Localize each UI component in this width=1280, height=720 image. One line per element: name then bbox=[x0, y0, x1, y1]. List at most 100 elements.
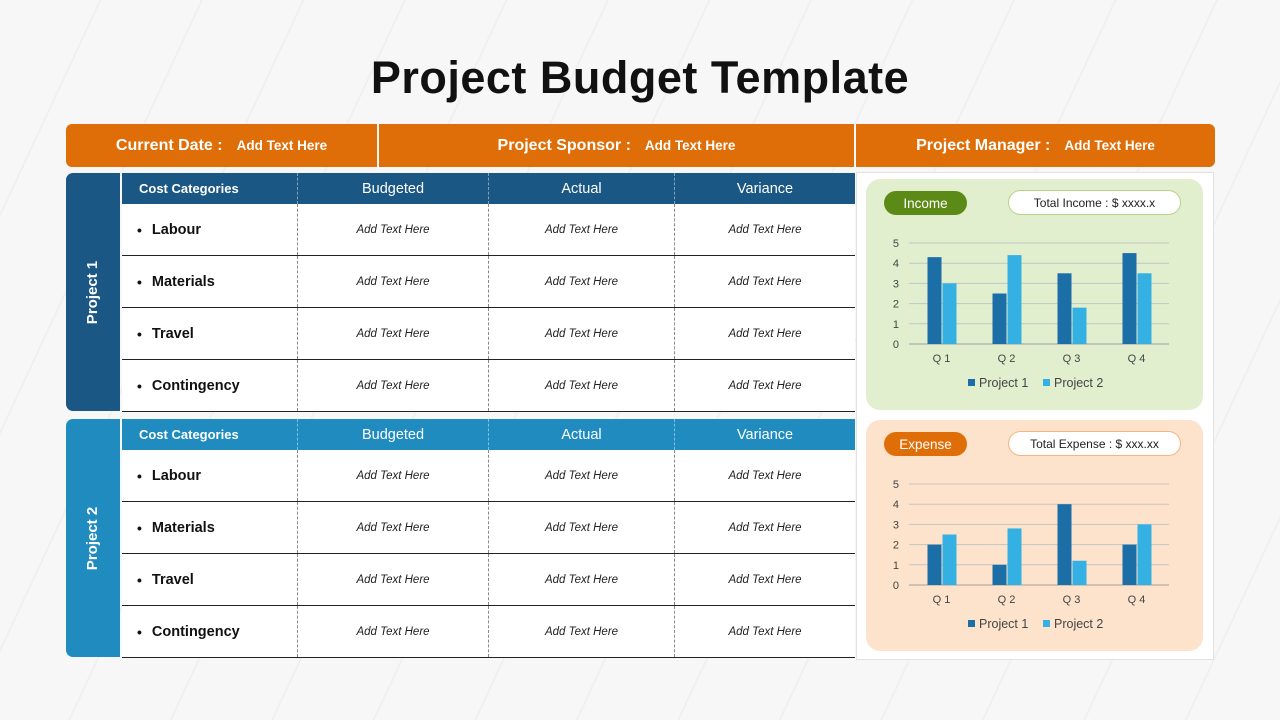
bar-project-2 bbox=[1007, 528, 1022, 585]
table-header: Cost Categories Budgeted Actual Variance bbox=[122, 419, 855, 450]
income-badge: Income bbox=[884, 191, 967, 215]
cell-variance[interactable]: Add Text Here bbox=[674, 606, 855, 657]
legend-swatch bbox=[1043, 379, 1050, 386]
total-income-field[interactable]: Total Income : $ xxxx.x bbox=[1008, 190, 1181, 215]
row-category: • Materials bbox=[122, 256, 297, 307]
row-category-label: Materials bbox=[151, 519, 215, 536]
x-tick-label: Q 2 bbox=[998, 353, 1016, 365]
table-header: Cost Categories Budgeted Actual Variance bbox=[122, 173, 855, 204]
cell-variance[interactable]: Add Text Here bbox=[674, 450, 855, 501]
y-tick-label: 2 bbox=[893, 540, 899, 552]
y-tick-label: 2 bbox=[893, 299, 899, 311]
cell-variance[interactable]: Add Text Here bbox=[674, 308, 855, 359]
bullet-icon: • bbox=[137, 623, 142, 640]
cell-actual[interactable]: Add Text Here bbox=[488, 450, 674, 501]
y-tick-label: 0 bbox=[893, 580, 899, 592]
y-tick-label: 4 bbox=[893, 499, 899, 511]
bullet-icon: • bbox=[137, 377, 142, 394]
cell-actual[interactable]: Add Text Here bbox=[488, 360, 674, 411]
cell-actual[interactable]: Add Text Here bbox=[488, 606, 674, 657]
total-expense-field[interactable]: Total Expense : $ xxx.xx bbox=[1008, 431, 1181, 456]
bar-project-1 bbox=[992, 293, 1007, 344]
project-manager-value[interactable]: Add Text Here bbox=[1064, 138, 1155, 153]
cell-actual[interactable]: Add Text Here bbox=[488, 308, 674, 359]
cell-variance[interactable]: Add Text Here bbox=[674, 502, 855, 553]
expense-chart-card: 0 1 2 3 4 5 Q 1 Q 2 Q 3 Q 4 Project 1 Project 2 Exp… bbox=[866, 420, 1203, 651]
cell-budgeted[interactable]: Add Text Here bbox=[297, 606, 488, 657]
income-chart-card: 0 1 2 3 4 5 Q 1 Q 2 Q 3 Q 4 Project 1 Project 2 Inc… bbox=[866, 179, 1203, 410]
table-row: • Materials Add Text Here Add Text Here A… bbox=[122, 502, 855, 554]
x-tick-label: Q 1 bbox=[933, 353, 951, 365]
bullet-icon: • bbox=[137, 467, 142, 484]
bar-project-2 bbox=[1137, 273, 1152, 344]
cell-variance[interactable]: Add Text Here bbox=[674, 256, 855, 307]
column-header-cost-categories: Cost Categories bbox=[139, 427, 239, 442]
current-date-value[interactable]: Add Text Here bbox=[236, 138, 328, 153]
legend-swatch bbox=[968, 620, 975, 627]
cell-budgeted[interactable]: Add Text Here bbox=[297, 360, 488, 411]
row-category-label: Travel bbox=[151, 325, 194, 342]
expense-chart: 0 1 2 3 4 5 Q 1 Q 2 Q 3 Q 4 Project 1 Project 2 bbox=[893, 479, 1169, 631]
project-manager-label: Project Manager : bbox=[916, 136, 1051, 154]
project-2-side-label: Project 2 bbox=[66, 419, 120, 657]
project-1-table: Cost Categories Budgeted Actual Variance… bbox=[122, 173, 855, 412]
cell-budgeted[interactable]: Add Text Here bbox=[297, 450, 488, 501]
y-tick-label: 0 bbox=[893, 339, 899, 351]
column-header-variance: Variance bbox=[674, 173, 855, 204]
x-tick-label: Q 2 bbox=[998, 594, 1016, 606]
row-category: • Materials bbox=[122, 502, 297, 553]
column-header-variance: Variance bbox=[674, 419, 855, 450]
bar-project-1 bbox=[927, 544, 942, 585]
bar-project-2 bbox=[1007, 255, 1022, 344]
y-tick-label: 3 bbox=[893, 278, 899, 290]
row-category: • Labour bbox=[122, 204, 297, 255]
y-tick-label: 1 bbox=[893, 319, 899, 331]
x-tick-label: Q 4 bbox=[1128, 594, 1146, 606]
y-tick-label: 4 bbox=[893, 258, 899, 270]
bar-project-1 bbox=[1122, 544, 1137, 585]
cell-budgeted[interactable]: Add Text Here bbox=[297, 256, 488, 307]
column-header-actual: Actual bbox=[488, 173, 674, 204]
row-category: • Travel bbox=[122, 308, 297, 359]
table-row: • Materials Add Text Here Add Text Here A… bbox=[122, 256, 855, 308]
bar-project-1 bbox=[1057, 273, 1072, 344]
legend-label: Project 2 bbox=[1054, 376, 1103, 390]
cell-actual[interactable]: Add Text Here bbox=[488, 204, 674, 255]
current-date-field[interactable]: Current Date : Add Text Here bbox=[66, 124, 377, 167]
row-category-label: Labour bbox=[151, 221, 202, 238]
row-category-label: Labour bbox=[151, 467, 202, 484]
cell-budgeted[interactable]: Add Text Here bbox=[297, 308, 488, 359]
cell-actual[interactable]: Add Text Here bbox=[488, 256, 674, 307]
table-row: • Travel Add Text Here Add Text Here Add … bbox=[122, 554, 855, 606]
y-tick-label: 3 bbox=[893, 519, 899, 531]
bullet-icon: • bbox=[137, 325, 142, 342]
bar-project-1 bbox=[1057, 504, 1072, 585]
bullet-icon: • bbox=[137, 273, 142, 290]
row-category-label: Contingency bbox=[151, 377, 240, 394]
income-chart: 0 1 2 3 4 5 Q 1 Q 2 Q 3 Q 4 Project 1 Project 2 bbox=[893, 238, 1169, 390]
legend-label: Project 2 bbox=[1054, 617, 1103, 631]
bar-project-2 bbox=[1072, 560, 1087, 585]
cell-budgeted[interactable]: Add Text Here bbox=[297, 554, 488, 605]
project-sponsor-value[interactable]: Add Text Here bbox=[644, 138, 736, 153]
cell-variance[interactable]: Add Text Here bbox=[674, 204, 855, 255]
y-tick-label: 5 bbox=[893, 479, 899, 491]
cell-actual[interactable]: Add Text Here bbox=[488, 554, 674, 605]
bullet-icon: • bbox=[137, 221, 142, 238]
bar-project-1 bbox=[992, 564, 1007, 585]
cell-variance[interactable]: Add Text Here bbox=[674, 554, 855, 605]
x-tick-label: Q 4 bbox=[1128, 353, 1146, 365]
project-sponsor-field[interactable]: Project Sponsor : Add Text Here bbox=[379, 124, 854, 167]
expense-badge: Expense bbox=[884, 432, 967, 456]
project-manager-field[interactable]: Project Manager : Add Text Here bbox=[856, 124, 1215, 167]
cell-actual[interactable]: Add Text Here bbox=[488, 502, 674, 553]
cell-budgeted[interactable]: Add Text Here bbox=[297, 502, 488, 553]
bar-project-2 bbox=[942, 283, 957, 344]
row-category: • Labour bbox=[122, 450, 297, 501]
project-sponsor-label: Project Sponsor : bbox=[497, 136, 631, 154]
bar-project-1 bbox=[927, 257, 942, 344]
table-row: • Travel Add Text Here Add Text Here Add … bbox=[122, 308, 855, 360]
cell-variance[interactable]: Add Text Here bbox=[674, 360, 855, 411]
x-tick-label: Q 3 bbox=[1063, 353, 1081, 365]
cell-budgeted[interactable]: Add Text Here bbox=[297, 204, 488, 255]
